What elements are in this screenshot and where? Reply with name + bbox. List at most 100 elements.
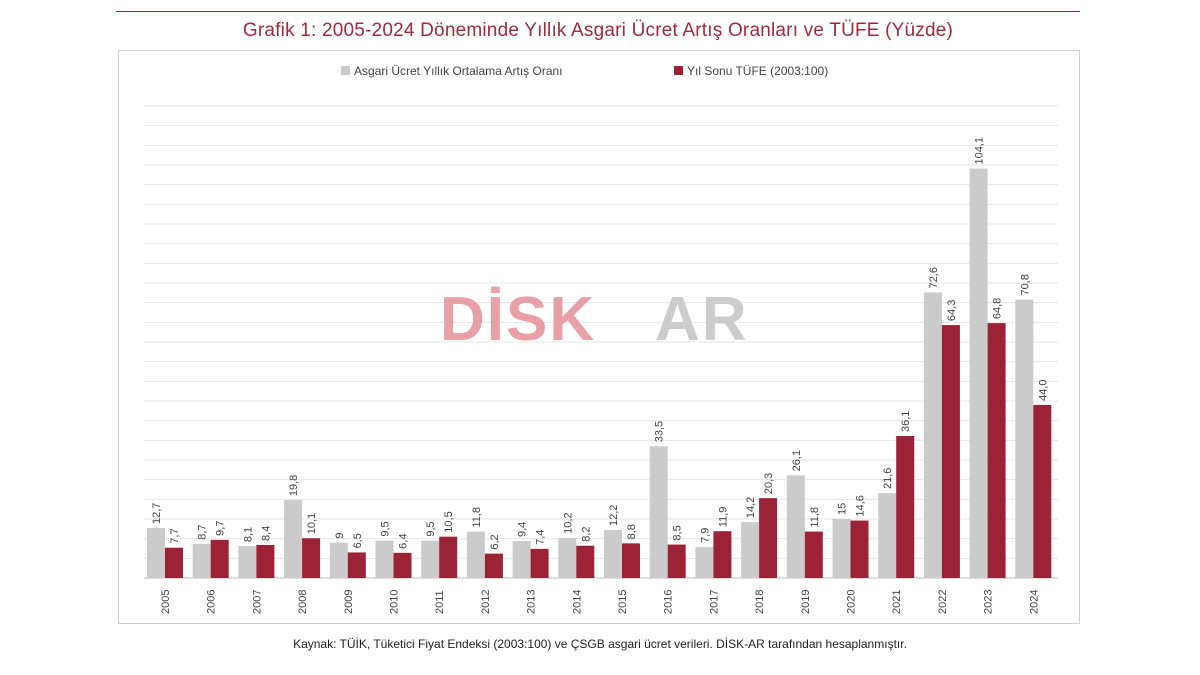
x-tick-2017: 2017 <box>708 590 720 614</box>
bar-cpi-2023 <box>988 323 1006 578</box>
label-cpi-2022: 64,3 <box>946 300 958 321</box>
label-cpi-2017: 11,9 <box>717 507 729 528</box>
label-min-wage-2019: 26,1 <box>791 450 803 471</box>
bar-cpi-2013 <box>531 549 549 578</box>
bar-min-wage-2010 <box>376 541 394 578</box>
bar-min-wage-2020 <box>833 519 851 578</box>
label-min-wage-2007: 8,1 <box>242 527 254 542</box>
label-min-wage-2006: 8,7 <box>197 524 209 539</box>
bar-min-wage-2013 <box>513 541 531 578</box>
bar-min-wage-2021 <box>878 493 896 578</box>
bar-cpi-2021 <box>896 436 914 578</box>
label-cpi-2019: 11,8 <box>809 507 821 528</box>
label-min-wage-2008: 19,8 <box>288 475 300 496</box>
bars <box>147 169 1051 578</box>
label-min-wage-2021: 21,6 <box>882 468 894 489</box>
bar-min-wage-2018 <box>741 522 759 578</box>
bar-min-wage-2005 <box>147 528 165 578</box>
x-tick-2019: 2019 <box>800 590 812 614</box>
label-cpi-2020: 14,6 <box>855 495 867 516</box>
label-min-wage-2011: 9,5 <box>425 521 437 536</box>
x-tick-2022: 2022 <box>937 590 949 614</box>
x-tick-2024: 2024 <box>1028 590 1040 614</box>
x-tick-2021: 2021 <box>891 590 903 614</box>
legend-label-min-wage: Asgari Ücret Yıllık Ortalama Artış Oranı <box>354 64 563 78</box>
bar-cpi-2005 <box>165 548 183 578</box>
bar-cpi-2014 <box>576 546 594 578</box>
label-min-wage-2018: 14,2 <box>745 497 757 518</box>
label-cpi-2024: 44,0 <box>1037 380 1049 401</box>
x-tick-2018: 2018 <box>754 590 766 614</box>
bar-cpi-2024 <box>1033 405 1051 578</box>
x-tick-2012: 2012 <box>480 590 492 614</box>
legend-swatch-min-wage <box>341 66 350 75</box>
label-cpi-2005: 7,7 <box>169 528 181 543</box>
label-min-wage-2009: 9 <box>334 532 346 538</box>
bar-cpi-2010 <box>394 553 412 578</box>
label-min-wage-2010: 9,5 <box>380 521 392 536</box>
bar-cpi-2022 <box>942 325 960 578</box>
bar-cpi-2018 <box>759 498 777 578</box>
x-tick-labels: 2005200620072008200920102011201220132014… <box>160 590 1040 614</box>
bar-min-wage-2006 <box>193 544 211 578</box>
gridlines <box>144 106 1058 578</box>
x-tick-2016: 2016 <box>663 590 675 614</box>
bar-cpi-2019 <box>805 532 823 578</box>
label-min-wage-2024: 70,8 <box>1019 274 1031 295</box>
bar-cpi-2011 <box>439 537 457 578</box>
label-cpi-2014: 8,2 <box>580 526 592 541</box>
x-tick-2014: 2014 <box>571 590 583 614</box>
label-cpi-2016: 8,5 <box>672 525 684 540</box>
bar-min-wage-2017 <box>695 547 713 578</box>
label-min-wage-2012: 11,8 <box>471 507 483 528</box>
bar-min-wage-2007 <box>238 546 256 578</box>
bar-min-wage-2011 <box>421 541 439 578</box>
label-min-wage-2015: 12,2 <box>608 505 620 526</box>
bar-min-wage-2023 <box>970 169 988 578</box>
x-tick-2007: 2007 <box>251 590 263 614</box>
bar-cpi-2006 <box>211 540 229 578</box>
label-min-wage-2016: 33,5 <box>654 421 666 442</box>
bar-cpi-2017 <box>713 531 731 578</box>
label-min-wage-2014: 10,2 <box>562 512 574 533</box>
label-cpi-2007: 8,4 <box>260 526 272 541</box>
bar-min-wage-2022 <box>924 292 942 578</box>
source-note: Kaynak: TÜİK, Tüketici Fiyat Endeksi (20… <box>0 637 1200 651</box>
label-min-wage-2017: 7,9 <box>699 528 711 543</box>
x-tick-2010: 2010 <box>389 590 401 614</box>
x-tick-2013: 2013 <box>526 590 538 614</box>
label-min-wage-2022: 72,6 <box>928 267 940 288</box>
x-tick-2011: 2011 <box>434 590 446 614</box>
bar-cpi-2020 <box>851 521 869 578</box>
label-min-wage-2013: 9,4 <box>517 522 529 537</box>
watermark-ar: AR <box>655 285 749 354</box>
label-cpi-2012: 6,2 <box>489 534 501 549</box>
label-min-wage-2020: 15 <box>837 503 849 515</box>
label-cpi-2008: 10,1 <box>306 513 318 534</box>
bar-cpi-2012 <box>485 554 503 578</box>
label-min-wage-2005: 12,7 <box>151 503 163 524</box>
bar-min-wage-2012 <box>467 532 485 578</box>
label-cpi-2021: 36,1 <box>900 411 912 432</box>
label-cpi-2023: 64,8 <box>992 298 1004 319</box>
bar-cpi-2009 <box>348 552 366 578</box>
legend: Asgari Ücret Yıllık Ortalama Artış Oranı… <box>341 64 828 78</box>
label-cpi-2011: 10,5 <box>443 511 455 532</box>
bar-cpi-2007 <box>256 545 274 578</box>
x-tick-2015: 2015 <box>617 590 629 614</box>
label-min-wage-2023: 104,1 <box>974 137 986 165</box>
label-cpi-2009: 6,5 <box>352 533 364 548</box>
bar-cpi-2008 <box>302 538 320 578</box>
label-cpi-2015: 8,8 <box>626 524 638 539</box>
label-cpi-2010: 6,4 <box>398 534 410 549</box>
label-cpi-2006: 9,7 <box>215 521 227 536</box>
x-tick-2005: 2005 <box>160 590 172 614</box>
bar-min-wage-2016 <box>650 446 668 578</box>
bar-cpi-2015 <box>622 543 640 578</box>
watermark: DİSK AR <box>440 285 749 354</box>
x-tick-2009: 2009 <box>343 590 355 614</box>
bar-cpi-2016 <box>668 545 686 578</box>
bar-min-wage-2014 <box>558 538 576 578</box>
x-tick-2023: 2023 <box>983 590 995 614</box>
x-tick-2008: 2008 <box>297 590 309 614</box>
